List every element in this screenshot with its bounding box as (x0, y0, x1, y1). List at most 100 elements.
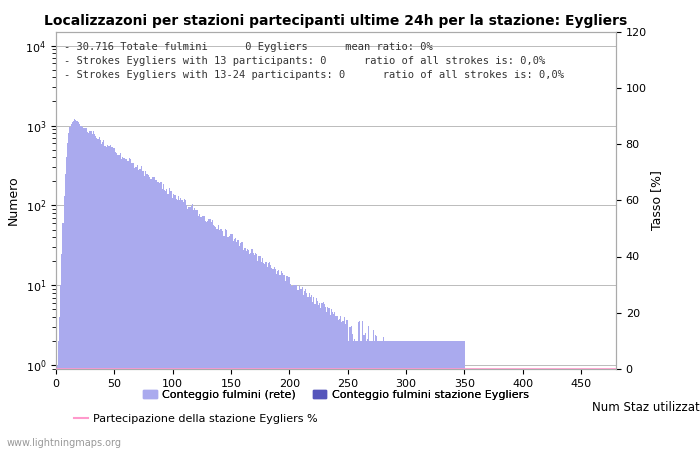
Bar (475, 411, 477, 450)
Bar (330, 309, 332, 450)
Bar (398, 341, 400, 450)
Bar (409, 341, 410, 450)
Bar (151, 179, 153, 450)
Y-axis label: Tasso [%]: Tasso [%] (650, 170, 663, 230)
Bar (363, 334, 365, 450)
Bar (127, 161, 129, 450)
Bar (291, 286, 293, 450)
Bar (284, 275, 286, 450)
Bar (190, 206, 192, 450)
Bar (165, 191, 167, 450)
Bar (267, 263, 269, 450)
Bar (113, 148, 115, 450)
Bar (454, 341, 456, 450)
Bar (279, 275, 281, 450)
Bar (304, 291, 305, 450)
Bar (272, 269, 274, 450)
Bar (227, 237, 228, 450)
Bar (174, 195, 176, 450)
Bar (176, 200, 178, 450)
Bar (109, 145, 111, 450)
Bar (76, 121, 78, 450)
Bar (220, 229, 221, 450)
Bar (298, 290, 300, 450)
Bar (435, 341, 437, 450)
Bar (172, 198, 174, 450)
Bar (486, 446, 487, 450)
Title: Localizzazoni per stazioni partecipanti ultime 24h per la stazione: Eygliers: Localizzazoni per stazioni partecipanti … (44, 14, 628, 27)
Bar (300, 289, 302, 450)
Bar (57, 341, 59, 450)
Bar (351, 334, 353, 450)
Bar (169, 191, 171, 450)
Bar (120, 159, 122, 450)
Bar (367, 339, 368, 450)
Bar (87, 132, 88, 450)
Bar (214, 226, 216, 450)
Bar (265, 261, 267, 450)
Bar (412, 341, 414, 450)
Bar (391, 341, 393, 450)
Bar (186, 205, 188, 450)
Bar (234, 239, 235, 450)
Bar (407, 341, 409, 450)
Bar (370, 341, 372, 450)
Bar (295, 285, 297, 450)
Legend: Partecipazione della stazione Eygliers %: Partecipazione della stazione Eygliers % (70, 410, 322, 429)
Bar (269, 262, 270, 450)
Bar (480, 404, 482, 450)
Bar (260, 262, 262, 450)
Bar (489, 437, 491, 450)
Bar (449, 341, 451, 450)
Bar (206, 222, 207, 450)
Bar (71, 122, 73, 450)
Bar (346, 320, 347, 450)
Bar (522, 439, 524, 450)
Bar (479, 407, 480, 450)
Bar (447, 341, 449, 450)
Bar (262, 258, 263, 450)
Bar (239, 243, 241, 450)
Bar (311, 295, 312, 450)
Bar (535, 446, 536, 450)
Bar (339, 319, 340, 450)
Bar (349, 327, 351, 450)
Bar (256, 254, 258, 450)
Bar (484, 432, 486, 450)
Bar (431, 341, 433, 450)
Bar (307, 297, 309, 450)
Bar (442, 341, 444, 450)
Bar (402, 341, 403, 450)
Bar (150, 179, 151, 450)
Text: www.lightningmaps.org: www.lightningmaps.org (7, 438, 122, 448)
Bar (211, 220, 213, 450)
Bar (136, 167, 137, 450)
Bar (232, 241, 234, 450)
Bar (333, 314, 335, 450)
Bar (246, 249, 248, 450)
Bar (312, 302, 314, 450)
Bar (116, 153, 118, 450)
Bar (342, 321, 344, 450)
Bar (465, 414, 466, 450)
Bar (438, 341, 440, 450)
Bar (393, 341, 395, 450)
Bar (223, 236, 225, 450)
Bar (251, 249, 253, 450)
Bar (209, 219, 211, 450)
Bar (115, 153, 116, 450)
Bar (428, 341, 430, 450)
Bar (101, 144, 102, 450)
Legend: Conteggio fulmini (rete), Conteggio fulmini stazione Eygliers: Conteggio fulmini (rete), Conteggio fulm… (139, 385, 533, 404)
Bar (389, 341, 391, 450)
Bar (104, 146, 106, 450)
Bar (125, 159, 127, 450)
Bar (347, 320, 349, 450)
Bar (426, 341, 428, 450)
Text: - 30.716 Totale fulmini      0 Eygliers      mean ratio: 0%
- Strokes Eygliers w: - 30.716 Totale fulmini 0 Eygliers mean … (64, 42, 564, 80)
Bar (74, 119, 76, 450)
Bar (316, 302, 318, 450)
Bar (293, 285, 295, 450)
Bar (468, 396, 470, 450)
Bar (179, 200, 181, 450)
